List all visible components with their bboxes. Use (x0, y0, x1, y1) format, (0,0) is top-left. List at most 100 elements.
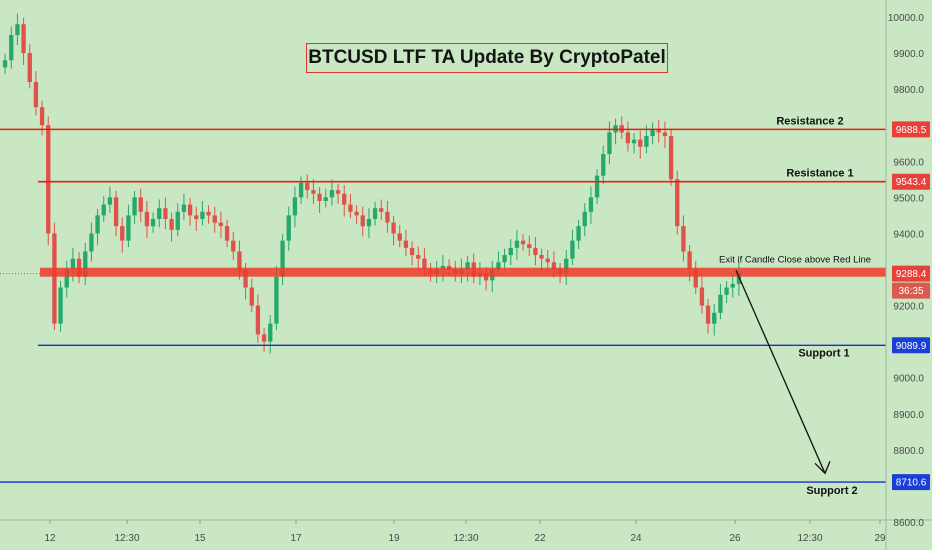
candle-body (403, 240, 409, 248)
time-tick-label: 24 (630, 533, 642, 544)
time-tick-label: 12 (44, 533, 56, 544)
candle-body (724, 287, 729, 295)
time-tick-label: 12:30 (114, 533, 139, 544)
candle-body (582, 211, 587, 227)
time-tick-label: 26 (729, 533, 741, 544)
candle-body (27, 53, 32, 82)
price-tick-label: 9500.0 (893, 193, 924, 204)
candle-body (231, 240, 236, 252)
candle-body (656, 128, 661, 133)
price-tick-label: 9900.0 (893, 49, 924, 60)
candle-body (372, 208, 378, 219)
candle-body (668, 136, 674, 180)
candle-body (705, 305, 711, 324)
support-1-label: Support 1 (798, 347, 849, 359)
candle-body (446, 265, 452, 270)
candle-body (594, 175, 600, 198)
candle-body (366, 219, 372, 227)
candle-body (150, 219, 156, 227)
candle-body (718, 294, 723, 313)
candle-body (286, 215, 291, 241)
current-price-tag: 9288.4 (896, 269, 927, 280)
candle-body (329, 190, 335, 198)
price-tick-label: 9400.0 (893, 229, 924, 240)
resistance-1-price-tag-bg (892, 173, 930, 190)
candle-body (539, 255, 544, 259)
candle-body (379, 208, 384, 212)
levels-group (0, 128, 886, 483)
candle-body (527, 244, 532, 248)
support-1-price-tag: 9089.9 (896, 341, 927, 352)
candle-body (638, 139, 643, 147)
candle-body (120, 226, 125, 241)
candle-body (675, 179, 680, 227)
candle-body (268, 323, 273, 342)
chart-title: BTCUSD LTF TA Update By CryptoPatel (308, 47, 666, 68)
candle-body (132, 197, 137, 216)
candle-body (416, 255, 421, 259)
candle-body (70, 258, 76, 270)
candle-body (9, 35, 14, 61)
price-tick-label: 9600.0 (893, 157, 924, 168)
candle-body (64, 269, 69, 288)
price-tick-label: 9200.0 (893, 302, 924, 313)
candle-body (699, 287, 705, 306)
candle-body (551, 262, 557, 270)
candle-body (348, 204, 353, 212)
candle-body (385, 211, 390, 223)
candle-body (15, 24, 20, 36)
candle-body (138, 197, 143, 212)
resistance-1-price-tag: 9543.4 (896, 177, 927, 188)
price-tick-label: 9000.0 (893, 374, 924, 385)
red-exit-zone (40, 267, 886, 277)
candle-body (533, 247, 538, 256)
candle-body (335, 190, 341, 194)
candle-body (107, 197, 113, 205)
candle-body (224, 226, 230, 241)
candle-body (514, 240, 520, 248)
current-price-tag-bg (892, 265, 930, 282)
candle-body (736, 273, 742, 284)
candle-body (157, 208, 162, 219)
candle-body (255, 305, 261, 335)
candle-body (342, 193, 347, 205)
candle-body (144, 211, 150, 227)
candle-body (712, 312, 717, 324)
price-tick-label: 10000.0 (888, 13, 925, 24)
candle-body (520, 240, 526, 245)
projection-arrow-line (735, 269, 826, 474)
candle-body (274, 276, 279, 324)
candle-body (194, 215, 199, 219)
time-tick-label: 19 (388, 533, 400, 544)
candle-body (237, 251, 242, 270)
annotations: Resistance 2 Resistance 1 Support 1 Support… (719, 115, 871, 497)
candle-body (2, 60, 8, 68)
candle-body (187, 204, 193, 216)
candle-body (625, 132, 631, 144)
time-tick-label: 12:30 (453, 533, 478, 544)
candle-body (693, 269, 698, 288)
candle-body (502, 255, 507, 263)
candle-body (409, 247, 415, 256)
candle-body (200, 211, 205, 219)
projection-arrow-head (814, 461, 831, 475)
candle-body (650, 128, 655, 137)
candle-body (298, 182, 304, 198)
time-tick-label: 17 (290, 533, 302, 544)
candle-body (46, 125, 51, 234)
candle-body (354, 211, 359, 216)
candle-body (631, 139, 637, 144)
candle-body (175, 211, 180, 230)
candle-body (113, 197, 119, 227)
support-2-price-tag-bg (892, 474, 930, 491)
candle-body (681, 226, 686, 252)
candle-body (39, 107, 45, 126)
candle-body (397, 233, 402, 241)
candle-body (76, 258, 82, 277)
resistance-2-price-tag: 9688.5 (896, 125, 927, 136)
time-tick-label: 15 (194, 533, 206, 544)
candle-body (305, 182, 310, 191)
resistance-2-label: Resistance 2 (776, 115, 843, 127)
candle-body (391, 222, 396, 234)
